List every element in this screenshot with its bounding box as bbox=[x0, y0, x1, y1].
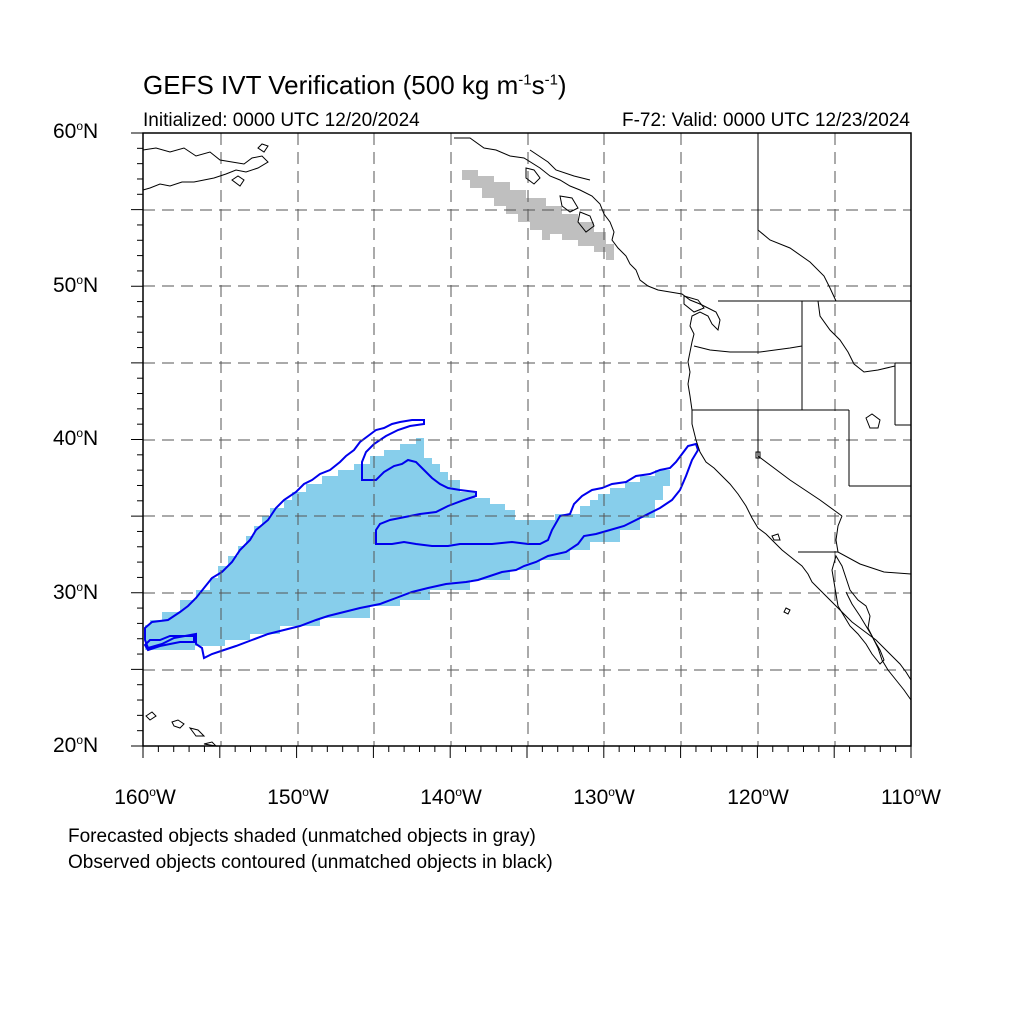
lon-label-150w: 150oW bbox=[267, 785, 329, 809]
lon-label-110w: 110oW bbox=[881, 785, 941, 809]
axis-ticks bbox=[131, 132, 912, 758]
lat-label-20n: 20oN bbox=[53, 733, 99, 757]
lat-label-30n: 30oN bbox=[53, 580, 99, 604]
observed-matched-object-outer bbox=[144, 419, 700, 660]
forecast-legend-note: Forecasted objects shaded (unmatched obj… bbox=[68, 826, 536, 847]
lon-label-160w: 160oW bbox=[114, 785, 176, 809]
forecast-unmatched-object bbox=[462, 170, 614, 260]
lat-lon-grid bbox=[143, 133, 911, 746]
lat-label-40n: 40oN bbox=[53, 426, 99, 450]
lat-label-50n: 50oN bbox=[53, 273, 99, 297]
valid-time-label: F-72: Valid: 0000 UTC 12/23/2024 bbox=[622, 110, 910, 131]
observed-matched-object-inner bbox=[143, 635, 195, 652]
forecast-matched-object bbox=[145, 438, 670, 650]
lon-label-130w: 130oW bbox=[573, 785, 635, 809]
chart-title: GEFS IVT Verification (500 kg m-1s-1) bbox=[143, 70, 567, 100]
lon-label-140w: 140oW bbox=[420, 785, 482, 809]
coastlines bbox=[142, 137, 912, 747]
observed-legend-note: Observed objects contoured (unmatched ob… bbox=[68, 852, 553, 873]
lat-label-60n: 60oN bbox=[53, 119, 99, 143]
political-boundaries bbox=[529, 133, 912, 575]
lon-label-120w: 120oW bbox=[727, 785, 789, 809]
initialized-label: Initialized: 0000 UTC 12/20/2024 bbox=[143, 110, 420, 131]
